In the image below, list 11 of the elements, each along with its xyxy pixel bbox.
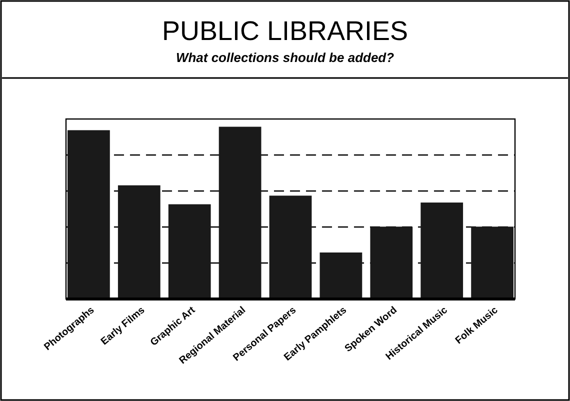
chart-subtitle: What collections should be added?: [176, 50, 394, 65]
bar: [370, 226, 413, 299]
bar: [320, 252, 362, 299]
bar: [68, 130, 110, 299]
chart-title: PUBLIC LIBRARIES: [162, 16, 408, 46]
bar: [269, 196, 312, 299]
bar: [118, 185, 160, 299]
bar: [168, 204, 211, 299]
bar: [420, 202, 464, 299]
bar: [218, 126, 262, 299]
bar: [471, 226, 514, 299]
